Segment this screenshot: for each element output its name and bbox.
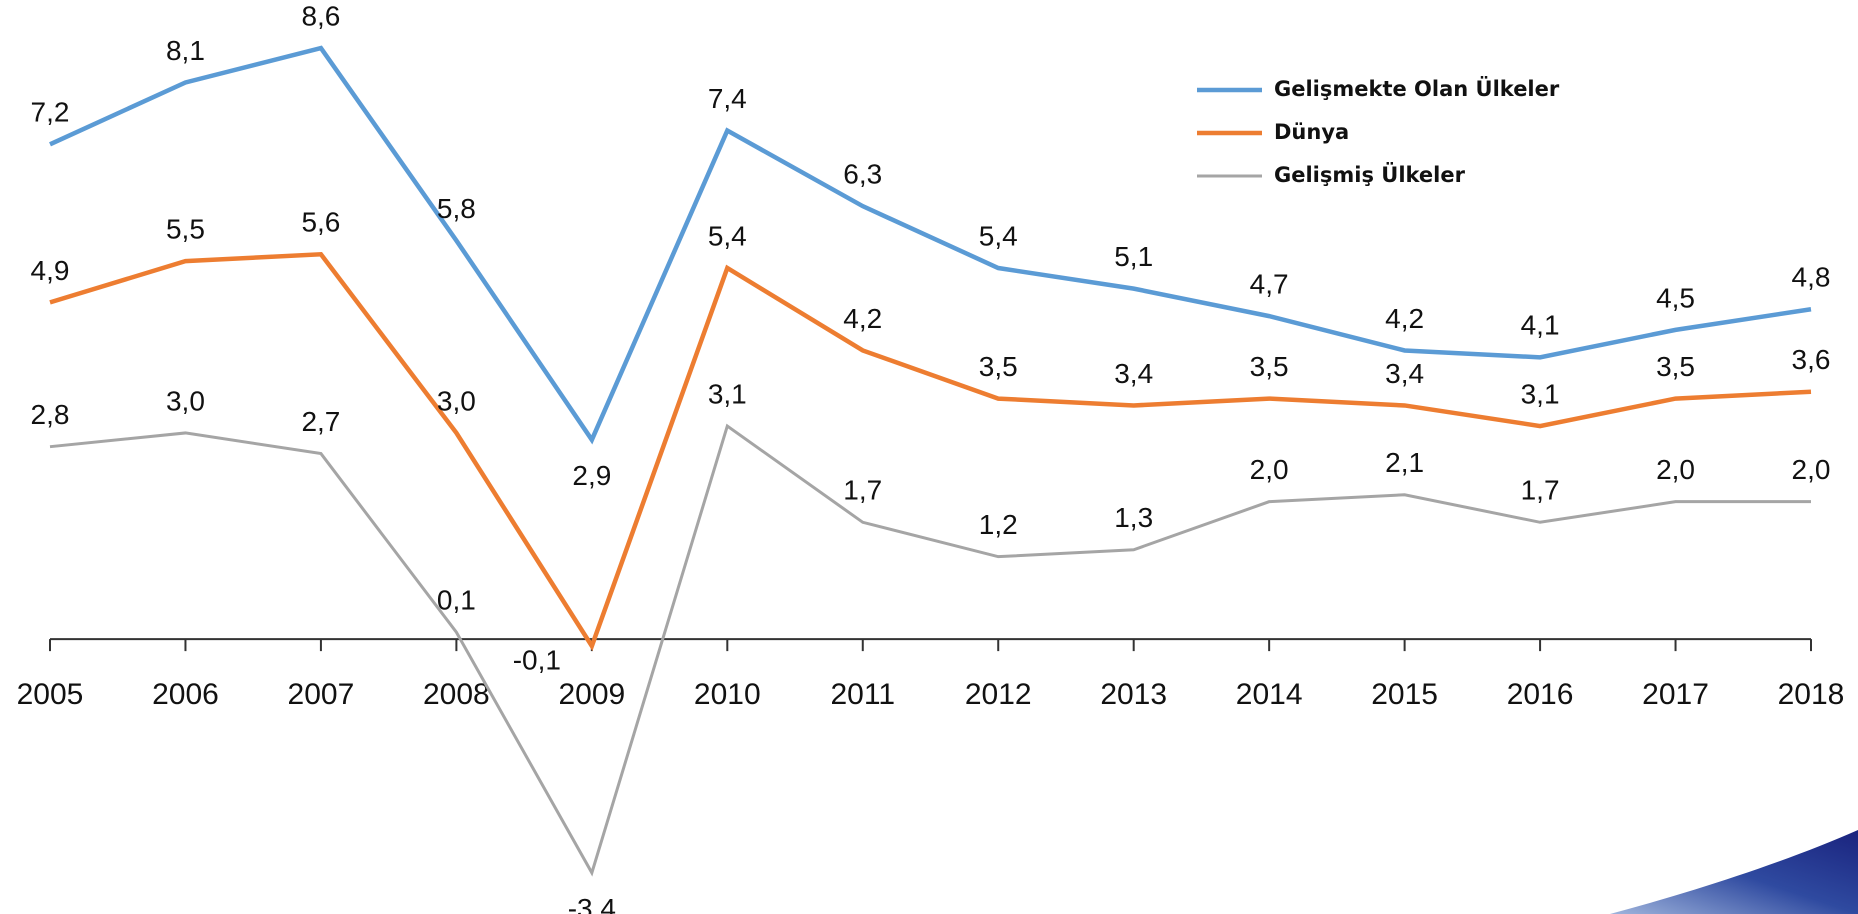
data-label: 2,0 bbox=[1250, 454, 1289, 485]
data-label: 4,7 bbox=[1250, 269, 1289, 300]
data-label: 7,4 bbox=[708, 83, 747, 114]
data-label: 2,9 bbox=[572, 460, 611, 491]
data-label: 4,1 bbox=[1521, 310, 1560, 341]
x-tick-label: 2016 bbox=[1507, 678, 1574, 711]
data-label: 3,1 bbox=[1521, 378, 1560, 409]
decor-swoosh bbox=[1610, 830, 1858, 914]
data-label: 3,6 bbox=[1792, 344, 1831, 375]
legend-label: Gelişmekte Olan Ülkeler bbox=[1274, 76, 1560, 101]
data-label: 2,7 bbox=[301, 406, 340, 437]
legend-label: Dünya bbox=[1274, 120, 1349, 144]
x-tick-label: 2010 bbox=[694, 678, 761, 711]
series-line bbox=[49, 45, 1812, 445]
x-tick-label: 2018 bbox=[1778, 678, 1845, 711]
data-label: 2,0 bbox=[1656, 454, 1695, 485]
data-label: 3,4 bbox=[1385, 358, 1424, 389]
data-label: 2,8 bbox=[31, 399, 70, 430]
x-tick-label: 2014 bbox=[1236, 678, 1303, 711]
data-label: 5,1 bbox=[1114, 241, 1153, 272]
data-label: 1,7 bbox=[1521, 475, 1560, 506]
x-tick-label: 2007 bbox=[288, 678, 355, 711]
data-label: 3,5 bbox=[979, 351, 1018, 382]
data-label: 3,0 bbox=[166, 385, 205, 416]
x-tick-label: 2011 bbox=[831, 678, 896, 711]
x-tick-label: 2013 bbox=[1100, 678, 1167, 711]
data-label: 0,1 bbox=[437, 585, 476, 616]
data-label: 2,0 bbox=[1792, 454, 1831, 485]
data-label: 3,5 bbox=[1656, 351, 1695, 382]
data-label: 2,1 bbox=[1385, 447, 1424, 478]
data-label: 3,4 bbox=[1114, 358, 1153, 389]
data-label: 4,5 bbox=[1656, 282, 1695, 313]
data-label: 3,1 bbox=[708, 378, 747, 409]
data-label: 1,7 bbox=[843, 475, 882, 506]
data-label: 4,2 bbox=[843, 303, 882, 334]
data-label: 5,8 bbox=[437, 193, 476, 224]
data-label: 3,0 bbox=[437, 385, 476, 416]
legend-label: Gelişmiş Ülkeler bbox=[1274, 162, 1466, 187]
x-tick-label: 2006 bbox=[152, 678, 219, 711]
data-label: 8,6 bbox=[301, 0, 340, 31]
data-label: 4,8 bbox=[1792, 262, 1831, 293]
data-label: 8,1 bbox=[166, 35, 205, 66]
x-tick-label: 2005 bbox=[17, 678, 84, 711]
data-label: 4,2 bbox=[1385, 303, 1424, 334]
data-label: 5,5 bbox=[166, 214, 205, 245]
data-label: 6,3 bbox=[843, 159, 882, 190]
data-label: 1,2 bbox=[979, 509, 1018, 540]
x-tick-label: 2017 bbox=[1642, 678, 1709, 711]
data-label: 5,6 bbox=[301, 207, 340, 238]
series-line bbox=[49, 251, 1812, 652]
x-tick-label: 2012 bbox=[965, 678, 1032, 711]
data-label: 3,5 bbox=[1250, 351, 1289, 382]
x-tick-label: 2008 bbox=[423, 678, 490, 711]
series-line bbox=[49, 423, 1811, 877]
data-label: 1,3 bbox=[1114, 502, 1153, 533]
data-label: 5,4 bbox=[708, 220, 747, 251]
data-label: 4,9 bbox=[31, 255, 70, 286]
x-tick-label: 2015 bbox=[1371, 678, 1438, 711]
data-label: 7,2 bbox=[31, 97, 70, 128]
x-tick-label: 2009 bbox=[558, 678, 625, 711]
data-label: -0,1 bbox=[513, 644, 561, 675]
data-label: -3,4 bbox=[568, 893, 616, 914]
data-label: 5,4 bbox=[979, 220, 1018, 251]
